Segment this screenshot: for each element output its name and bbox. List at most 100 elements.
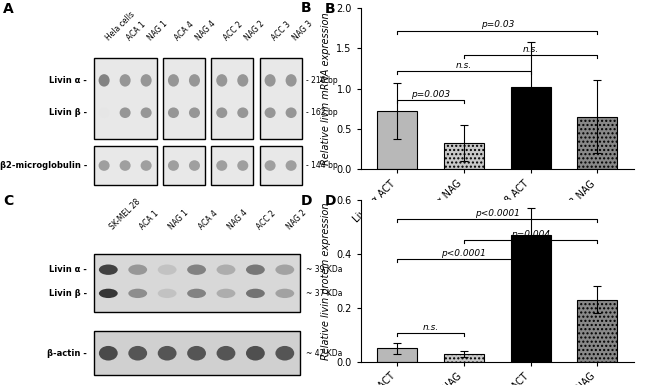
Text: n.s.: n.s.: [422, 323, 439, 332]
Text: D: D: [301, 194, 312, 208]
Bar: [163, 58, 205, 139]
Ellipse shape: [216, 346, 235, 360]
Text: p=0.03: p=0.03: [480, 20, 514, 29]
Text: D: D: [325, 194, 337, 208]
Ellipse shape: [187, 346, 206, 360]
Ellipse shape: [285, 74, 296, 87]
Text: NAG 3: NAG 3: [291, 19, 315, 42]
Bar: [378, 348, 417, 362]
Ellipse shape: [237, 107, 248, 118]
Text: p<0.0001: p<0.0001: [441, 249, 486, 258]
Text: p=0.003: p=0.003: [411, 90, 450, 99]
Text: A: A: [3, 2, 14, 16]
Ellipse shape: [120, 107, 131, 118]
Text: p<0.0001: p<0.0001: [474, 209, 520, 218]
Text: ACC 2: ACC 2: [255, 209, 278, 231]
Bar: [259, 146, 302, 185]
Text: Livin β -: Livin β -: [49, 108, 87, 117]
Ellipse shape: [237, 74, 248, 87]
Ellipse shape: [216, 264, 235, 275]
Text: Livin α -: Livin α -: [49, 76, 87, 85]
Bar: [378, 111, 417, 169]
Text: SK-MEL 28: SK-MEL 28: [109, 197, 142, 231]
Bar: [577, 300, 617, 362]
Text: n.s.: n.s.: [456, 61, 472, 70]
Ellipse shape: [128, 264, 147, 275]
Ellipse shape: [276, 289, 294, 298]
Ellipse shape: [189, 107, 200, 118]
Ellipse shape: [216, 289, 235, 298]
Text: ACA 1: ACA 1: [125, 20, 148, 42]
Text: NAG 4: NAG 4: [194, 19, 218, 42]
Bar: [444, 143, 484, 169]
Ellipse shape: [120, 74, 131, 87]
Bar: [510, 87, 551, 169]
Text: - 144 bp: - 144 bp: [306, 161, 337, 170]
Y-axis label: Relative livin mRNA expression: Relative livin mRNA expression: [321, 12, 331, 165]
Text: ACC 3: ACC 3: [270, 20, 292, 42]
Ellipse shape: [140, 160, 151, 171]
Ellipse shape: [187, 264, 206, 275]
Ellipse shape: [285, 160, 296, 171]
Ellipse shape: [276, 264, 294, 275]
Ellipse shape: [158, 346, 177, 360]
Ellipse shape: [216, 74, 228, 87]
Text: NAG 1: NAG 1: [146, 19, 170, 42]
Ellipse shape: [158, 264, 177, 275]
Ellipse shape: [187, 289, 206, 298]
Bar: [94, 146, 157, 185]
Y-axis label: Relative livin protein expression: Relative livin protein expression: [321, 202, 331, 360]
Ellipse shape: [237, 160, 248, 171]
Text: NAG 1: NAG 1: [167, 208, 190, 231]
Text: Livin β -: Livin β -: [49, 289, 87, 298]
Ellipse shape: [246, 346, 265, 360]
Bar: [259, 58, 302, 139]
Text: ~ 39 KDa: ~ 39 KDa: [306, 265, 343, 274]
Ellipse shape: [99, 346, 118, 360]
Bar: [94, 58, 157, 139]
Ellipse shape: [276, 346, 294, 360]
Bar: [163, 146, 205, 185]
Ellipse shape: [168, 107, 179, 118]
Ellipse shape: [189, 74, 200, 87]
Ellipse shape: [168, 160, 179, 171]
Text: β-actin -: β-actin -: [47, 349, 87, 358]
Ellipse shape: [265, 160, 276, 171]
Ellipse shape: [99, 107, 110, 118]
Ellipse shape: [246, 264, 265, 275]
Ellipse shape: [99, 160, 110, 171]
Text: NAG 2: NAG 2: [285, 208, 308, 231]
Bar: [510, 235, 551, 362]
Text: NAG 4: NAG 4: [226, 208, 250, 231]
Ellipse shape: [189, 160, 200, 171]
Text: ACA 4: ACA 4: [196, 208, 219, 231]
Text: NAG 2: NAG 2: [243, 19, 266, 42]
Text: - 162 bp: - 162 bp: [306, 108, 337, 117]
Ellipse shape: [265, 107, 276, 118]
Text: ACA 1: ACA 1: [138, 209, 160, 231]
Text: n.s.: n.s.: [523, 45, 539, 54]
Bar: [94, 254, 300, 312]
Ellipse shape: [168, 74, 179, 87]
Text: Hela cells: Hela cells: [104, 10, 136, 42]
Bar: [211, 146, 254, 185]
Text: ACC 2: ACC 2: [222, 20, 244, 42]
Ellipse shape: [140, 107, 151, 118]
Text: p=0.004: p=0.004: [511, 230, 550, 239]
Ellipse shape: [140, 74, 151, 87]
Ellipse shape: [216, 160, 228, 171]
Ellipse shape: [246, 289, 265, 298]
Bar: [94, 331, 300, 375]
Text: B: B: [301, 1, 311, 15]
Text: - 216 bp: - 216 bp: [306, 76, 337, 85]
Ellipse shape: [158, 289, 177, 298]
Ellipse shape: [99, 74, 110, 87]
Bar: [211, 58, 254, 139]
Ellipse shape: [216, 107, 228, 118]
Bar: [444, 354, 484, 362]
Bar: [577, 117, 617, 169]
Ellipse shape: [99, 289, 118, 298]
Ellipse shape: [285, 107, 296, 118]
Text: C: C: [3, 194, 14, 208]
Text: ACA 4: ACA 4: [174, 20, 196, 42]
